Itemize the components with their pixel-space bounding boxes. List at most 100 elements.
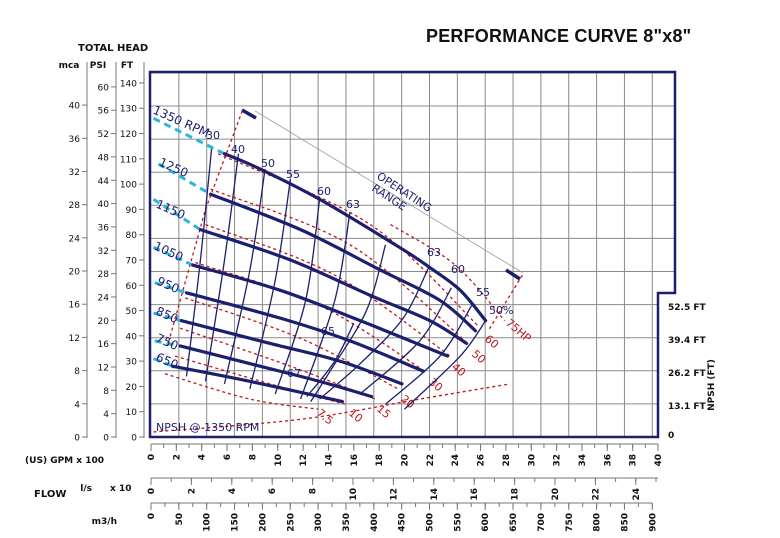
x-axis-tick-label: 22 bbox=[591, 488, 601, 501]
y-axis-tick-label: 24 bbox=[69, 234, 81, 244]
efficiency-curve-50 bbox=[404, 320, 487, 410]
efficiency-curve-label: 50 bbox=[261, 157, 275, 170]
x-axis-tick-label: 900 bbox=[648, 513, 658, 532]
x-axis-tick-label: 28 bbox=[502, 454, 512, 467]
x-axis-tick-label: 22 bbox=[426, 454, 436, 467]
x-axis-tick-label: 24 bbox=[632, 488, 642, 501]
y-axis-tick-label: 0 bbox=[74, 434, 80, 444]
y-axis-tick-label: 28 bbox=[69, 201, 81, 211]
x-axis-unit-label: m3/h bbox=[92, 517, 117, 527]
y-axis-tick-label: 16 bbox=[69, 301, 81, 311]
x-axis-tick-label: 6 bbox=[223, 454, 233, 460]
npsh-axis-tick-label: 52.5 FT bbox=[668, 303, 706, 313]
y-axis-unit-psi: PSI bbox=[90, 61, 106, 71]
x-axis-tick-label: 4 bbox=[198, 454, 208, 460]
y-axis-tick-label: 110 bbox=[120, 155, 137, 165]
x-axis-tick-label: 250 bbox=[286, 513, 296, 532]
npsh-axis-tick-label: 0 bbox=[668, 431, 674, 441]
y-axis-tick-label: 4 bbox=[103, 410, 109, 420]
head-curve-1050 bbox=[191, 263, 450, 358]
y-axis-tick-label: 20 bbox=[69, 268, 81, 278]
y-axis-tick-label: 130 bbox=[120, 105, 137, 115]
head-curve-1150 bbox=[198, 228, 469, 346]
y-axis-tick-label: 120 bbox=[120, 130, 137, 140]
operating-range-right-boundary bbox=[487, 274, 523, 332]
efficiency-curve-label: 60 bbox=[451, 263, 465, 276]
y-axis-tick-label: 32 bbox=[69, 168, 80, 178]
chart-title: PERFORMANCE CURVE 8"x8" bbox=[426, 26, 692, 46]
operating-range-left-boundary bbox=[166, 110, 243, 347]
y-axis-tick-label: 44 bbox=[98, 177, 110, 187]
x-axis-tick-label: 6 bbox=[268, 488, 278, 494]
x-axis-tick-label: 20 bbox=[551, 488, 561, 501]
x-axis-tick-label: 50 bbox=[175, 513, 185, 526]
y-axis-tick-label: 32 bbox=[98, 247, 109, 257]
head-curve-850 bbox=[179, 319, 404, 386]
x-axis-multiplier: x 10 bbox=[110, 484, 131, 494]
y-axis-tick-label: 60 bbox=[126, 282, 138, 292]
y-axis-tick-label: 70 bbox=[126, 256, 138, 266]
head-curve-950 bbox=[184, 291, 426, 373]
y-axis-tick-label: 36 bbox=[69, 135, 81, 145]
head-curve-label: 850 bbox=[154, 304, 181, 326]
power-curve-label: 40 bbox=[449, 360, 468, 379]
efficiency-curve-label: 63 bbox=[346, 198, 360, 211]
npsh-axis-label: NPSH (FT) bbox=[707, 359, 717, 411]
y-axis-tick-label: 8 bbox=[74, 367, 80, 377]
x-axis-tick-label: 600 bbox=[481, 513, 491, 532]
y-axis-tick-label: 40 bbox=[69, 102, 81, 112]
head-curve-dashed-1150 bbox=[152, 198, 202, 231]
x-axis-tick-label: 10 bbox=[349, 488, 359, 501]
x-axis-tick-label: 0 bbox=[147, 454, 157, 460]
power-curve-label: 15 bbox=[374, 402, 393, 421]
power-curve-20 bbox=[185, 297, 399, 390]
y-axis-tick-label: 12 bbox=[69, 334, 80, 344]
power-curve-30 bbox=[195, 261, 426, 372]
y-axis-tick-label: 4 bbox=[74, 400, 80, 410]
y-axis-tick-label: 100 bbox=[120, 181, 137, 191]
y-axis-unit-ft: FT bbox=[121, 61, 134, 71]
y-axis-tick-label: 20 bbox=[98, 317, 110, 327]
y-axis-tick-label: 40 bbox=[126, 332, 138, 342]
x-axis-tick-label: 8 bbox=[248, 454, 258, 460]
y-axis-tick-label: 90 bbox=[126, 206, 138, 216]
x-axis-tick-label: 100 bbox=[203, 513, 213, 532]
x-axis-tick-label: 0 bbox=[147, 488, 157, 494]
npsh-axis-tick-label: 39.4 FT bbox=[668, 336, 706, 346]
efficiency-curve-label: 30 bbox=[206, 129, 220, 142]
x-axis-tick-label: 14 bbox=[430, 488, 440, 501]
y-axis-title: TOTAL HEAD bbox=[78, 43, 148, 54]
head-curve-dashed-850 bbox=[153, 311, 182, 323]
x-axis-tick-label: 12 bbox=[299, 454, 309, 467]
head-curve-750 bbox=[178, 344, 374, 399]
x-axis-tick-label: 24 bbox=[451, 454, 461, 467]
x-axis-tick-label: 200 bbox=[258, 513, 268, 532]
y-axis-tick-label: 40 bbox=[98, 200, 110, 210]
x-axis-tick-label: 750 bbox=[565, 513, 575, 532]
head-curve-label: 950 bbox=[155, 274, 182, 296]
x-axis-tick-label: 850 bbox=[620, 513, 630, 532]
power-curve-label: 20 bbox=[398, 392, 417, 411]
x-axis-tick-label: 36 bbox=[603, 454, 613, 467]
x-axis-tick-label: 18 bbox=[375, 454, 385, 467]
x-axis-tick-label: 2 bbox=[172, 454, 182, 460]
efficiency-curve-label: 55 bbox=[286, 168, 300, 181]
x-axis-tick-label: 350 bbox=[342, 513, 352, 532]
efficiency-curve-label: 40 bbox=[231, 143, 245, 156]
x-axis-tick-label: 20 bbox=[401, 454, 411, 467]
efficiency-curve-label: 50% bbox=[489, 304, 513, 317]
head-curve-label: 1250 bbox=[157, 155, 191, 180]
head-curve-1350 bbox=[222, 152, 488, 323]
operating-range-guide bbox=[254, 110, 523, 273]
head-curve-label: 1050 bbox=[152, 239, 186, 264]
plot-frame bbox=[148, 70, 677, 439]
x-axis-tick-label: 0 bbox=[147, 513, 157, 519]
head-curve-label: 1150 bbox=[154, 197, 188, 222]
x-axis-tick-label: 26 bbox=[477, 454, 487, 467]
x-axis-tick-label: 34 bbox=[578, 454, 588, 467]
y-axis-tick-label: 0 bbox=[103, 434, 109, 444]
x-axis-tick-label: 800 bbox=[593, 513, 603, 532]
y-axis-tick-label: 52 bbox=[98, 130, 109, 140]
head-curve-label: 1350 RPM bbox=[151, 103, 212, 140]
